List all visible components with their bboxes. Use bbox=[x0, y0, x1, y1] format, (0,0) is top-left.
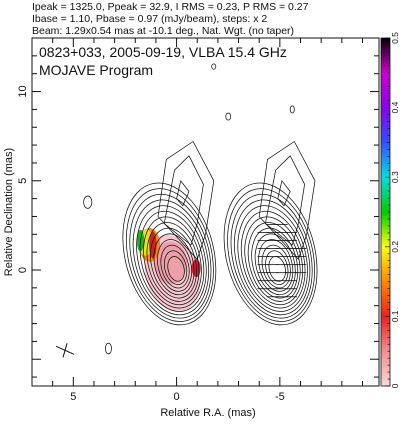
y-tick-label: 10 bbox=[17, 85, 29, 97]
right-contour bbox=[223, 182, 318, 326]
right-contour bbox=[254, 233, 296, 296]
left-contour bbox=[136, 205, 207, 312]
left-contour bbox=[129, 193, 212, 319]
right-contour bbox=[258, 239, 294, 292]
left-contour bbox=[167, 256, 185, 282]
noise-contour bbox=[289, 105, 295, 114]
right-contour bbox=[261, 244, 291, 289]
header-line-3: Beam: 1.29x0.54 mas at -10.1 deg., Nat. … bbox=[32, 25, 294, 37]
left-contour bbox=[157, 239, 193, 292]
x-tick-label: -5 bbox=[275, 391, 285, 403]
x-tick-label: 5 bbox=[70, 391, 76, 403]
left-contour bbox=[139, 210, 205, 309]
header-line-2: Ibase = 1.10, Pbase = 0.97 (mJy/beam), s… bbox=[32, 13, 267, 25]
y-tick-label: 5 bbox=[17, 178, 29, 184]
right-contour bbox=[247, 222, 301, 302]
polarization-red bbox=[149, 231, 157, 259]
x-tick-label: 0 bbox=[174, 391, 180, 403]
noise-contour bbox=[225, 112, 232, 121]
colorbar-tick-label: 0 bbox=[390, 383, 400, 388]
colorbar-tick-label: 0.3 bbox=[390, 171, 400, 183]
header-line-1: Ipeak = 1325.0, Ppeak = 32.9, I RMS = 0.… bbox=[32, 1, 309, 13]
right-contour bbox=[230, 193, 313, 319]
axes: 5 0 -5 0 5 10 bbox=[17, 37, 379, 403]
right-contour bbox=[237, 205, 308, 312]
polarization-core bbox=[153, 241, 187, 285]
colorbar-tick-label: 0.5 bbox=[390, 32, 400, 44]
colorbar-tick-label: 0.2 bbox=[390, 241, 400, 253]
right-jet-contour bbox=[277, 180, 291, 207]
colorbar: 0 0.1 0.2 0.3 0.4 0.5 bbox=[380, 32, 400, 388]
right-contour bbox=[251, 227, 299, 299]
left-contour bbox=[122, 182, 217, 326]
left-contour bbox=[160, 244, 190, 289]
left-jet-contour bbox=[157, 141, 215, 260]
chart-subtitle: MOJAVE Program bbox=[39, 62, 153, 78]
plot-content bbox=[55, 63, 318, 358]
noise-contour bbox=[211, 63, 217, 70]
right-contour bbox=[234, 199, 311, 316]
left-contour bbox=[153, 233, 195, 296]
right-contour bbox=[240, 210, 306, 309]
left-contour bbox=[146, 222, 200, 302]
right-jet-contour bbox=[265, 155, 305, 246]
right-contour bbox=[265, 250, 289, 285]
left-contour bbox=[125, 188, 214, 322]
colorbar-tick-label: 0.1 bbox=[390, 310, 400, 322]
beam-minor-axis bbox=[62, 343, 68, 358]
left-jet-contour bbox=[176, 180, 190, 207]
left-jet-contour bbox=[163, 155, 204, 246]
chart-title: 0823+033, 2005-09-19, VLBA 15.4 GHz bbox=[39, 44, 287, 60]
right-jet-contour bbox=[258, 141, 316, 260]
left-contour bbox=[132, 199, 209, 316]
right-contour bbox=[227, 188, 316, 322]
noise-contour bbox=[104, 342, 112, 355]
y-tick-label: 0 bbox=[17, 267, 29, 273]
y-axis-label: Relative Declination (mas) bbox=[3, 148, 15, 276]
left-contour bbox=[163, 250, 188, 285]
left-contour bbox=[150, 227, 197, 299]
noise-contour bbox=[83, 195, 93, 209]
x-axis-label: Relative R.A. (mas) bbox=[160, 407, 255, 419]
colorbar-tick-label: 0.4 bbox=[390, 101, 400, 113]
plot-frame bbox=[31, 37, 380, 387]
